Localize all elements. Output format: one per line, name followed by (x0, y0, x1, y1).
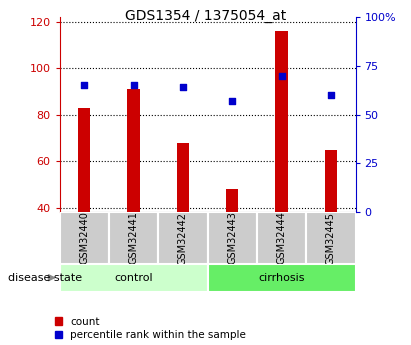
Point (180, 85, 186, 90)
Text: GSM32440: GSM32440 (79, 211, 89, 265)
Text: GSM32444: GSM32444 (277, 211, 286, 265)
Legend: count, percentile rank within the sample: count, percentile rank within the sample (55, 317, 246, 340)
Bar (177, 142, 189, 212)
FancyBboxPatch shape (158, 212, 208, 264)
Text: disease state: disease state (8, 273, 82, 283)
FancyBboxPatch shape (208, 264, 356, 292)
Bar (78, 108, 90, 212)
FancyBboxPatch shape (60, 264, 208, 292)
FancyBboxPatch shape (257, 212, 306, 264)
Text: GSM32442: GSM32442 (178, 211, 188, 265)
Bar (325, 149, 337, 212)
Point (130, 83, 137, 88)
Point (278, 73, 285, 78)
Point (229, 98, 236, 104)
FancyBboxPatch shape (306, 212, 356, 264)
FancyBboxPatch shape (109, 212, 158, 264)
Text: GSM32441: GSM32441 (129, 211, 139, 265)
Text: cirrhosis: cirrhosis (258, 273, 305, 283)
Point (328, 92, 334, 98)
Text: GSM32445: GSM32445 (326, 211, 336, 265)
Text: GDS1354 / 1375054_at: GDS1354 / 1375054_at (125, 9, 286, 23)
Bar (127, 89, 140, 212)
Point (81, 83, 88, 88)
Text: control: control (114, 273, 153, 283)
Text: GSM32443: GSM32443 (227, 211, 237, 265)
Bar (275, 31, 288, 212)
FancyBboxPatch shape (60, 212, 109, 264)
FancyBboxPatch shape (208, 212, 257, 264)
Bar (226, 189, 238, 212)
